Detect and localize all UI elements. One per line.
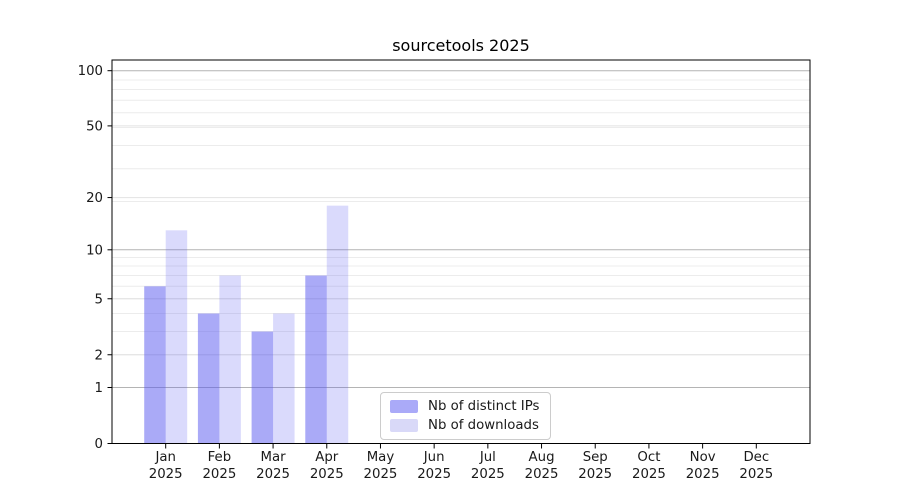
bar-downloads: [219, 275, 241, 444]
y-tick-label: 100: [78, 64, 103, 79]
legend-swatch-downloads: [390, 419, 418, 432]
legend-item-downloads: Nb of downloads: [390, 418, 539, 433]
x-tick-label-month: Dec: [743, 450, 769, 465]
bar-downloads: [165, 230, 188, 444]
x-tick-label-month: Apr: [315, 450, 339, 465]
x-tick-label-month: Aug: [529, 450, 555, 465]
x-tick-label-year: 2025: [739, 467, 773, 482]
y-tick-label: 5: [95, 292, 103, 307]
y-tick-label: 10: [86, 243, 103, 258]
x-tick-label-year: 2025: [632, 467, 666, 482]
x-tick-label-month: Mar: [261, 450, 287, 465]
x-tick-label-year: 2025: [149, 467, 183, 482]
x-tick-label-year: 2025: [310, 467, 344, 482]
bar-distinct-ips: [144, 286, 166, 444]
x-tick-label-year: 2025: [686, 467, 720, 482]
x-tick-label-year: 2025: [471, 467, 505, 482]
x-tick-label-year: 2025: [202, 467, 236, 482]
x-tick-label-month: Nov: [690, 450, 716, 465]
x-tick-label-month: Feb: [208, 450, 232, 465]
chart-title: sourcetools 2025: [392, 36, 530, 55]
axis-ticks-and-labels: 0 1 2 5 10 20 50 100 Jan 2025 Feb 2025 Mar 2025 Apr 202…: [78, 64, 774, 482]
plot-frame: [111, 59, 811, 444]
x-tick-label-month: Jan: [154, 450, 176, 465]
gridlines: [112, 70, 810, 389]
x-tick-label-year: 2025: [256, 467, 290, 482]
bar-downloads: [273, 313, 295, 444]
y-tick-label: 0: [95, 437, 103, 452]
x-tick-label-month: Jun: [423, 450, 445, 465]
x-tick-label-year: 2025: [364, 467, 398, 482]
x-tick-label-year: 2025: [578, 467, 612, 482]
legend-label-distinct-ips: Nb of distinct IPs: [428, 399, 540, 414]
y-tick-label: 2: [95, 348, 103, 363]
x-tick-label-month: Jul: [479, 450, 496, 465]
bars: [144, 205, 349, 444]
y-tick-label: 50: [86, 119, 103, 134]
x-tick-label-year: 2025: [525, 467, 559, 482]
x-tick-label-month: May: [367, 450, 395, 465]
legend: Nb of distinct IPs Nb of downloads: [380, 392, 552, 440]
y-tick-label: 1: [95, 381, 103, 396]
y-tick-label: 20: [86, 191, 103, 206]
bar-distinct-ips: [251, 331, 274, 444]
legend-label-downloads: Nb of downloads: [428, 418, 539, 433]
bar-distinct-ips: [197, 313, 220, 444]
bar-downloads: [326, 205, 349, 444]
x-tick-label-month: Sep: [583, 450, 608, 465]
legend-swatch-distinct-ips: [390, 400, 418, 413]
x-tick-label-month: Oct: [637, 450, 660, 465]
legend-item-distinct-ips: Nb of distinct IPs: [390, 399, 539, 414]
bar-distinct-ips: [305, 275, 327, 444]
x-tick-label-year: 2025: [417, 467, 451, 482]
